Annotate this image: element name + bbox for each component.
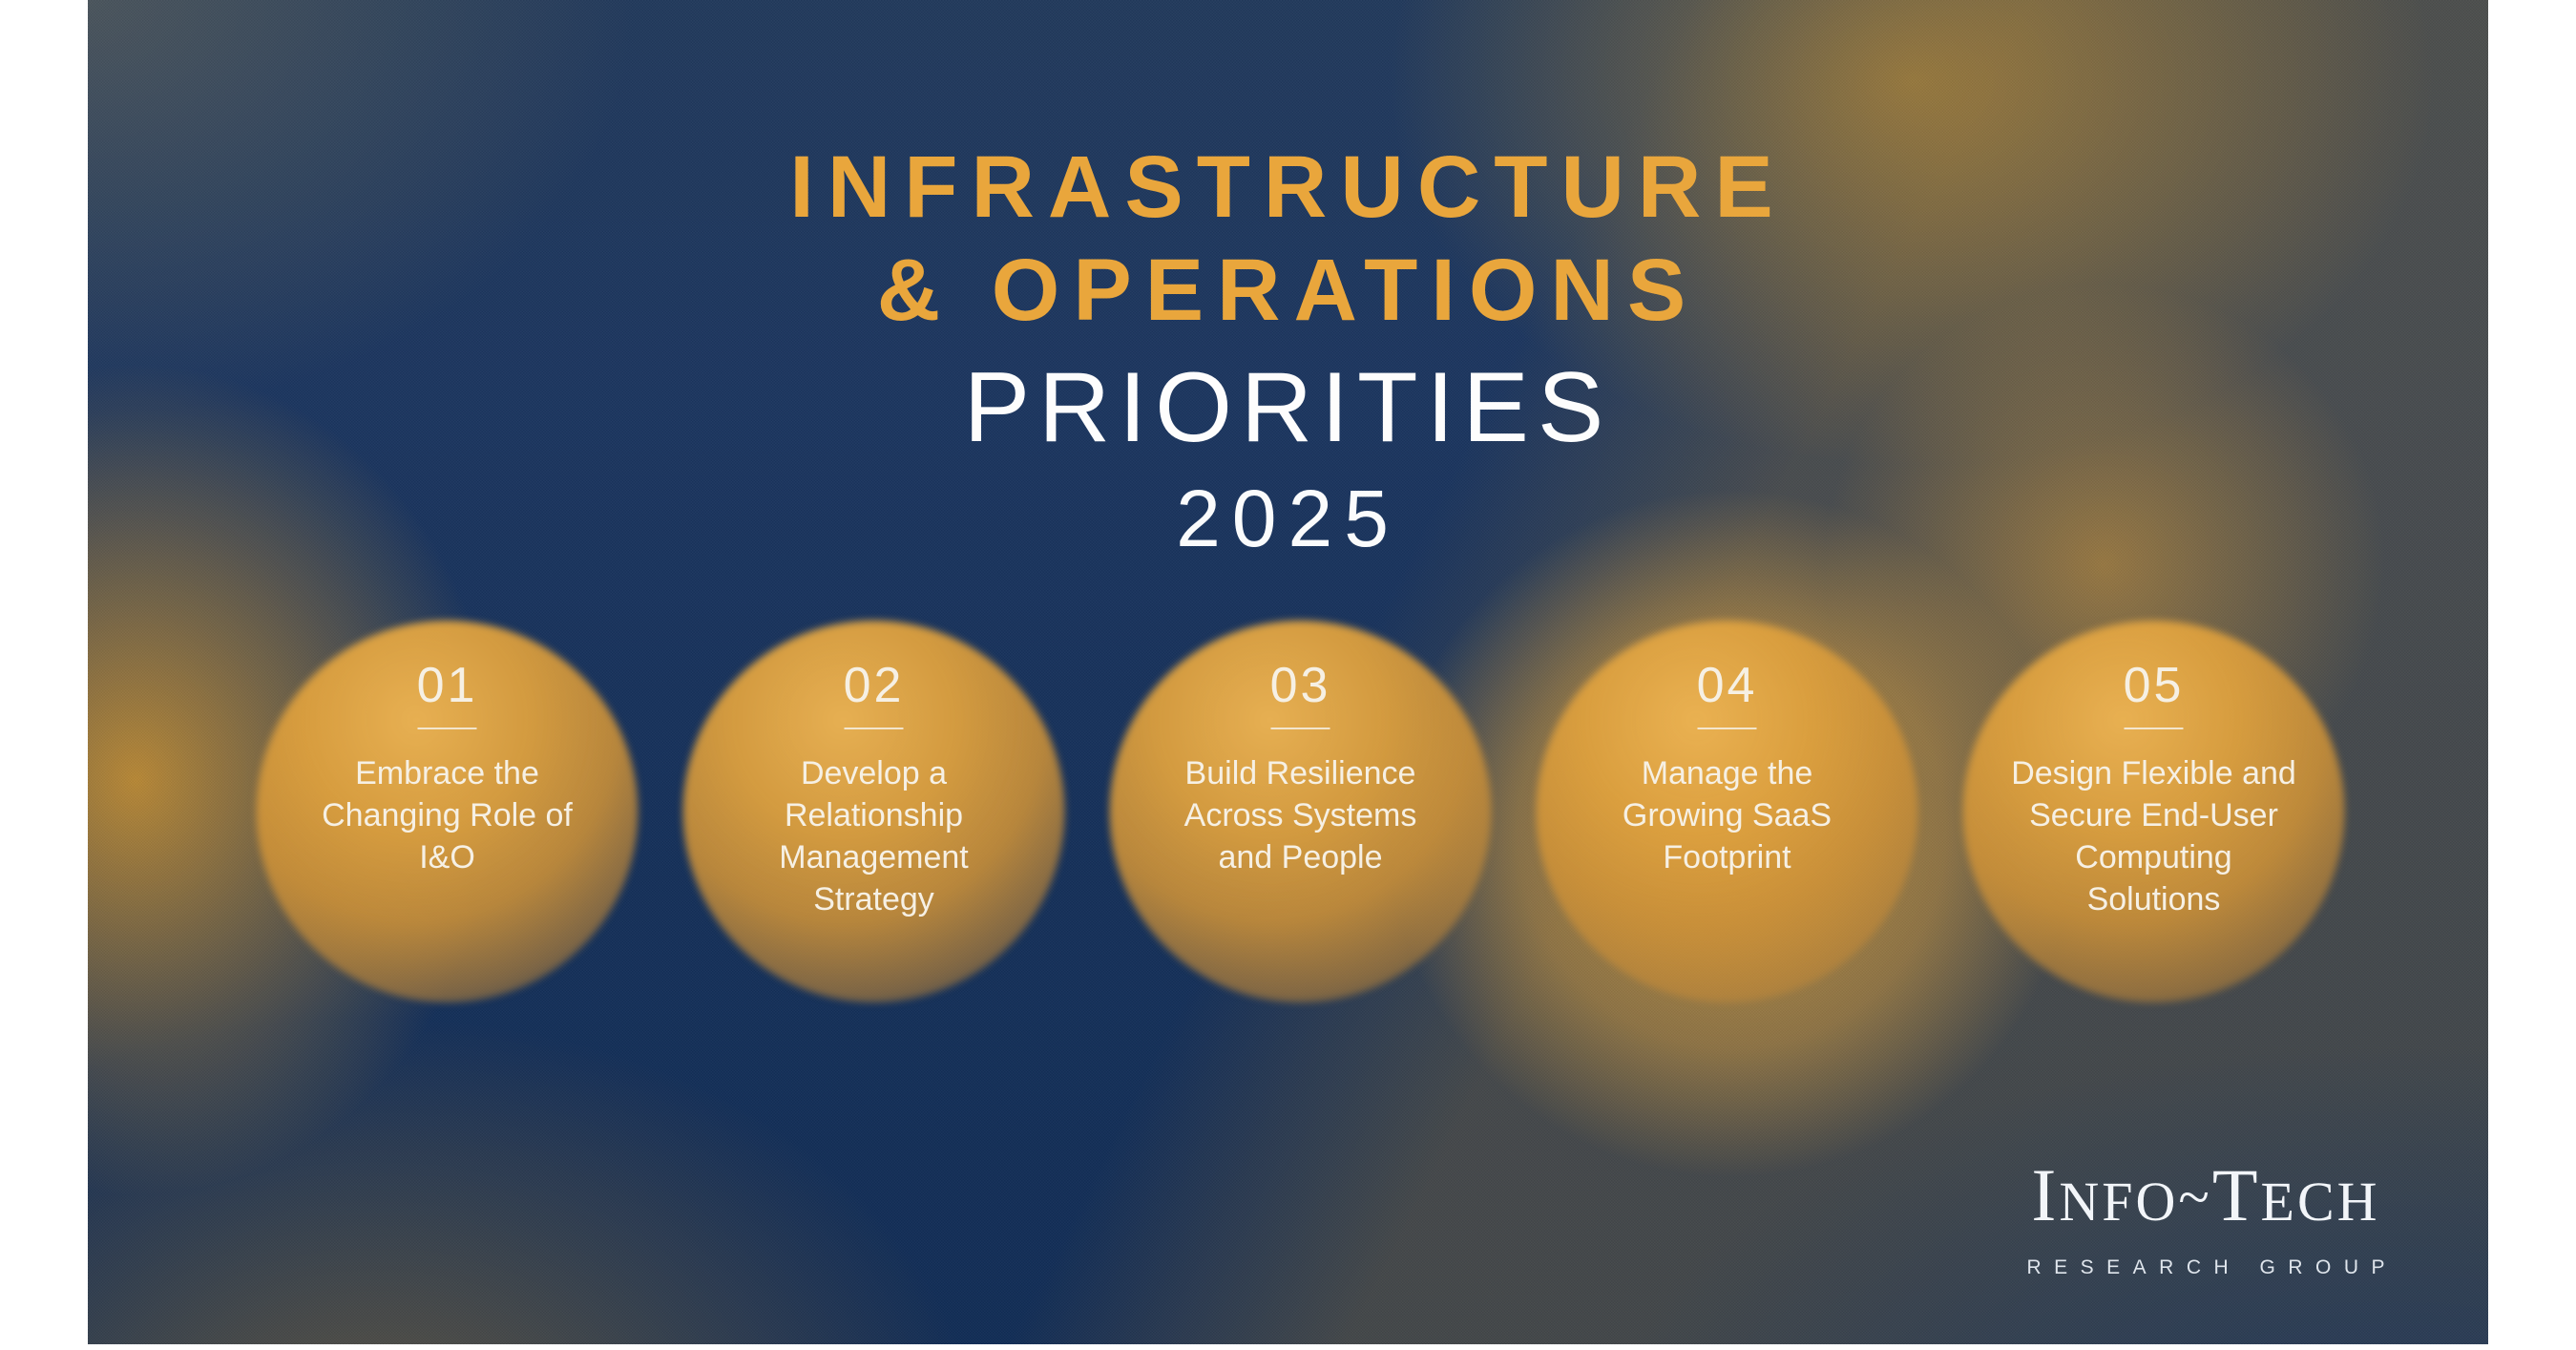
- priority-number-1: 01: [416, 658, 478, 713]
- priority-divider-5: [2124, 728, 2184, 729]
- priority-number-4: 04: [1696, 658, 1758, 713]
- priority-divider-3: [1270, 728, 1330, 729]
- year-label: 2025: [1176, 474, 1400, 563]
- logo-tilde: ~: [2178, 1166, 2212, 1229]
- logo-letters-nfo: NFO: [2059, 1171, 2179, 1233]
- title-line-2: & OPERATIONS: [876, 242, 1700, 339]
- priority-content-4: 04 Manage the Growing SaaS Footprint: [1514, 621, 1940, 878]
- priority-number-5: 05: [2123, 658, 2185, 713]
- infotech-wordmark: INFO~TECH: [2014, 1158, 2398, 1251]
- priority-item-2: 02 Develop a Relationship Management Str…: [660, 621, 1087, 1033]
- priority-number-3: 03: [1269, 658, 1331, 713]
- logo-letter-i: I: [2031, 1153, 2060, 1236]
- slide-canvas: INFRASTRUCTURE & OPERATIONS PRIORITIES 2…: [88, 0, 2488, 1344]
- priority-circle-2: [682, 621, 1065, 1002]
- priority-circle-1: [256, 621, 639, 1002]
- priority-label-2: Develop a Relationship Management Strate…: [779, 755, 969, 918]
- logo-letters-ech: ECH: [2260, 1171, 2380, 1233]
- title-block: INFRASTRUCTURE & OPERATIONS PRIORITIES 2…: [88, 136, 2488, 561]
- priority-divider-1: [417, 728, 477, 729]
- priority-item-1: 01 Embrace the Changing Role of I&O: [234, 621, 660, 1033]
- priority-number-2: 02: [843, 658, 905, 713]
- priority-divider-4: [1697, 728, 1757, 729]
- priority-content-2: 02 Develop a Relationship Management Str…: [660, 621, 1087, 920]
- priority-circle-4: [1536, 621, 1918, 1002]
- priority-circle-3: [1109, 621, 1492, 1002]
- priority-content-3: 03 Build Resilience Across Systems and P…: [1087, 621, 1514, 878]
- logo-letter-t: T: [2211, 1153, 2261, 1236]
- priority-content-5: 05 Design Flexible and Secure End-User C…: [1940, 621, 2367, 920]
- priority-label-3: Build Resilience Across Systems and Peop…: [1183, 755, 1417, 875]
- priority-label-1: Embrace the Changing Role of I&O: [322, 755, 573, 875]
- priority-content-1: 01 Embrace the Changing Role of I&O: [234, 621, 660, 878]
- priorities-row: 01 Embrace the Changing Role of I&O 02 D…: [234, 621, 2367, 1033]
- priority-circle-5: [1962, 621, 2345, 1002]
- priority-item-5: 05 Design Flexible and Secure End-User C…: [1940, 621, 2367, 1033]
- title-line-1: INFRASTRUCTURE: [789, 138, 1787, 236]
- priority-label-4: Manage the Growing SaaS Footprint: [1622, 755, 1833, 875]
- priority-item-4: 04 Manage the Growing SaaS Footprint: [1514, 621, 1940, 1033]
- priority-divider-2: [844, 728, 904, 729]
- logo-subtext: RESEARCH GROUP: [2026, 1256, 2398, 1278]
- priority-label-5: Design Flexible and Secure End-User Comp…: [2011, 755, 2296, 918]
- subtitle-priorities: PRIORITIES: [963, 352, 1613, 463]
- priority-item-3: 03 Build Resilience Across Systems and P…: [1087, 621, 1514, 1033]
- infotech-logo: INFO~TECH RESEARCH GROUP: [2014, 1158, 2398, 1279]
